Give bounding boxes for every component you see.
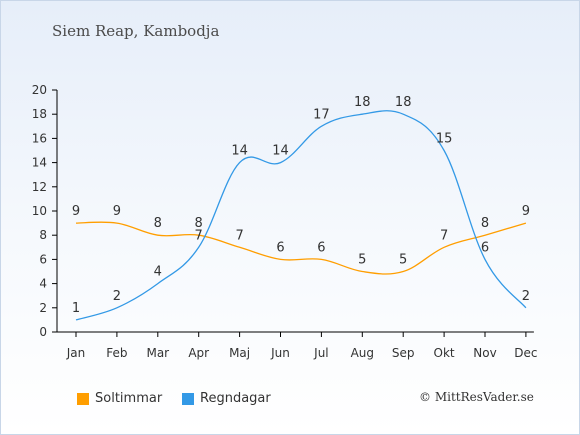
data-label-regndagar: 4 bbox=[154, 265, 162, 280]
data-label-soltimmar: 9 bbox=[522, 204, 530, 219]
legend-swatch-soltimmar bbox=[77, 392, 89, 405]
data-label-soltimmar: 5 bbox=[399, 253, 407, 268]
series-line-soltimmar bbox=[75, 221, 527, 275]
legend-label-regndagar: Regndagar bbox=[200, 391, 271, 406]
x-tick-label: Jul bbox=[313, 346, 328, 360]
y-tick-label: 2 bbox=[39, 301, 47, 315]
x-tick-label: Sep bbox=[392, 346, 415, 360]
x-tick-label: Jan bbox=[66, 346, 86, 360]
y-tick-label: 6 bbox=[39, 252, 47, 266]
y-tick-label: 16 bbox=[32, 131, 47, 145]
legend-item-regndagar: Regndagar bbox=[182, 391, 271, 406]
credit-text: © MittResVader.se bbox=[419, 390, 534, 404]
data-label-soltimmar: 5 bbox=[358, 253, 366, 268]
y-tick-label: 8 bbox=[39, 228, 47, 242]
x-tick-label: Apr bbox=[188, 346, 209, 360]
y-tick-label: 12 bbox=[32, 180, 47, 194]
x-tick-label: Jun bbox=[270, 346, 290, 360]
x-tick-label: Nov bbox=[473, 346, 496, 360]
data-label-regndagar: 2 bbox=[113, 289, 121, 304]
data-label-soltimmar: 7 bbox=[235, 228, 243, 243]
data-label-regndagar: 14 bbox=[272, 144, 289, 159]
data-label-soltimmar: 8 bbox=[195, 216, 203, 231]
data-label-soltimmar: 6 bbox=[276, 240, 284, 255]
x-tick-label: Dec bbox=[514, 346, 537, 360]
data-label-regndagar: 2 bbox=[522, 289, 530, 304]
x-tick-label: Aug bbox=[351, 346, 374, 360]
legend-label-soltimmar: Soltimmar bbox=[95, 391, 163, 406]
x-tick-label: Maj bbox=[229, 346, 250, 360]
y-tick-label: 18 bbox=[32, 107, 47, 121]
y-tick-label: 0 bbox=[39, 325, 47, 339]
data-label-regndagar: 18 bbox=[354, 95, 371, 110]
y-tick-label: 4 bbox=[39, 277, 47, 291]
data-label-regndagar: 14 bbox=[231, 144, 248, 159]
data-label-soltimmar: 8 bbox=[154, 216, 162, 231]
data-label-regndagar: 6 bbox=[481, 240, 489, 255]
x-tick-label: Okt bbox=[434, 346, 455, 360]
data-label-soltimmar: 9 bbox=[72, 204, 80, 219]
data-label-soltimmar: 8 bbox=[481, 216, 489, 231]
y-tick-label: 20 bbox=[32, 83, 47, 97]
legend-item-soltimmar: Soltimmar bbox=[77, 391, 162, 406]
series-lines bbox=[75, 110, 527, 321]
data-label-regndagar: 18 bbox=[395, 95, 412, 110]
y-tick-label: 10 bbox=[32, 204, 47, 218]
chart-title: Siem Reap, Kambodja bbox=[52, 22, 220, 40]
y-tick-label: 14 bbox=[32, 156, 47, 170]
data-label-regndagar: 17 bbox=[313, 107, 330, 122]
data-label-soltimmar: 7 bbox=[440, 228, 448, 243]
data-label-soltimmar: 9 bbox=[113, 204, 121, 219]
x-tick-label: Mar bbox=[146, 346, 169, 360]
data-label-soltimmar: 6 bbox=[317, 240, 325, 255]
legend-swatch-regndagar bbox=[182, 392, 194, 405]
x-tick-label: Feb bbox=[106, 346, 127, 360]
data-label-regndagar: 15 bbox=[436, 132, 453, 147]
data-label-regndagar: 1 bbox=[72, 301, 80, 316]
series-line-regndagar bbox=[75, 110, 527, 321]
data-label-regndagar: 7 bbox=[195, 228, 203, 243]
